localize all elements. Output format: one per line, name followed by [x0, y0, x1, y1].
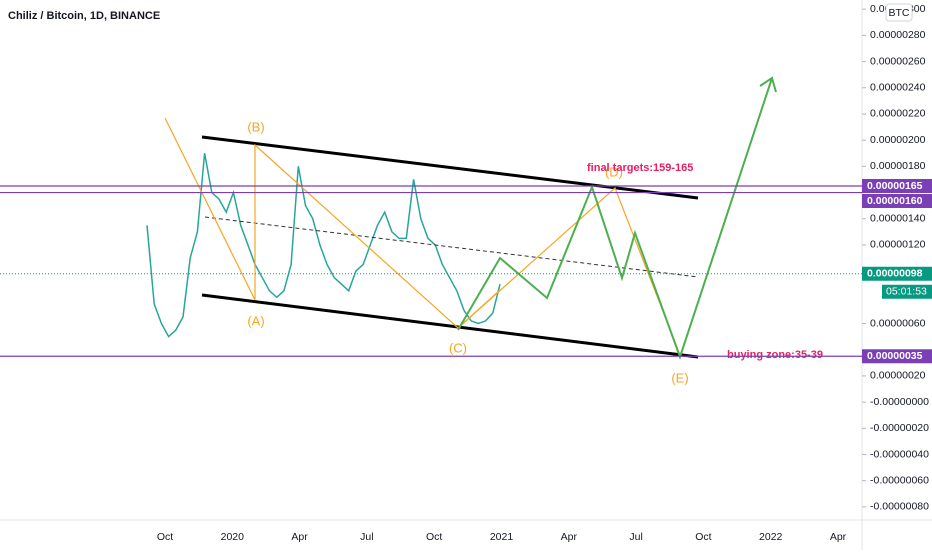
y-tick-label: 0.00000180 — [870, 160, 926, 172]
currency: BTC — [889, 7, 910, 19]
wave-green — [457, 77, 773, 361]
x-tick-label: 2020 — [221, 531, 245, 543]
wave-orange — [164, 117, 681, 356]
countdown: 05:01:53 — [886, 286, 927, 298]
x-tick-label: Oct — [426, 531, 442, 543]
wave-label: (D) — [605, 164, 623, 179]
y-tick-label: 0.00000120 — [870, 239, 926, 251]
wave-label: (C) — [449, 340, 467, 355]
x-tick-label: Apr — [830, 531, 847, 543]
x-tick-label: Apr — [561, 531, 578, 543]
x-tick-label: 2021 — [490, 531, 514, 543]
price-label-box — [862, 266, 932, 281]
x-tick-label: 2022 — [759, 531, 783, 543]
y-tick-label: -0.00000080 — [870, 501, 929, 513]
axis-layer: 0.000003000.000002800.000002600.00000240… — [0, 3, 932, 543]
x-tick-label: Oct — [157, 531, 173, 543]
wave-label: (A) — [247, 313, 264, 328]
y-tick-label: 0.00000020 — [870, 370, 926, 382]
price-label: 0.00000035 — [867, 350, 923, 362]
price-label-box — [862, 349, 932, 364]
x-tick-label: Jul — [629, 531, 642, 543]
series-layer — [146, 153, 501, 338]
price-line — [146, 153, 501, 338]
x-tick-label: Oct — [695, 531, 711, 543]
annotation: final targets:159-165 — [587, 162, 693, 174]
y-tick-label: -0.00000040 — [870, 448, 929, 460]
y-tick-label: 0.00000140 — [870, 213, 926, 225]
y-tick-label: 0.00000220 — [870, 108, 926, 120]
wave-label: (B) — [247, 119, 264, 134]
chart-title: Chiliz / Bitcoin, 1D, BINANCE — [8, 10, 160, 22]
x-tick-label: Jul — [360, 531, 373, 543]
y-tick-label: 0.00000260 — [870, 55, 926, 67]
channel-lower — [201, 293, 699, 359]
price-label: 0.00000098 — [867, 268, 923, 280]
y-tick-label: 0.00000280 — [870, 29, 926, 41]
price-label: 0.00000165 — [867, 180, 923, 192]
x-tick-label: Apr — [291, 531, 308, 543]
channel-mid — [204, 216, 699, 278]
y-tick-label: -0.00000020 — [870, 422, 929, 434]
wave-label: (E) — [671, 370, 688, 385]
price-label-box — [862, 193, 932, 208]
wave-orange — [457, 289, 501, 329]
price-label-box — [862, 178, 932, 193]
y-tick-label: -0.00000000 — [870, 396, 929, 408]
price-label: 0.00000160 — [867, 195, 923, 207]
y-tick-label: 0.00000200 — [870, 134, 926, 146]
y-tick-label: 0.00000240 — [870, 82, 926, 94]
countdown-box — [882, 284, 932, 299]
arrow-head — [759, 76, 777, 93]
y-tick-label: -0.00000060 — [870, 474, 929, 486]
y-tick-label: 0.00000060 — [870, 317, 926, 329]
currency-box — [885, 3, 913, 22]
annotation: buying zone:35-39 — [727, 349, 823, 361]
